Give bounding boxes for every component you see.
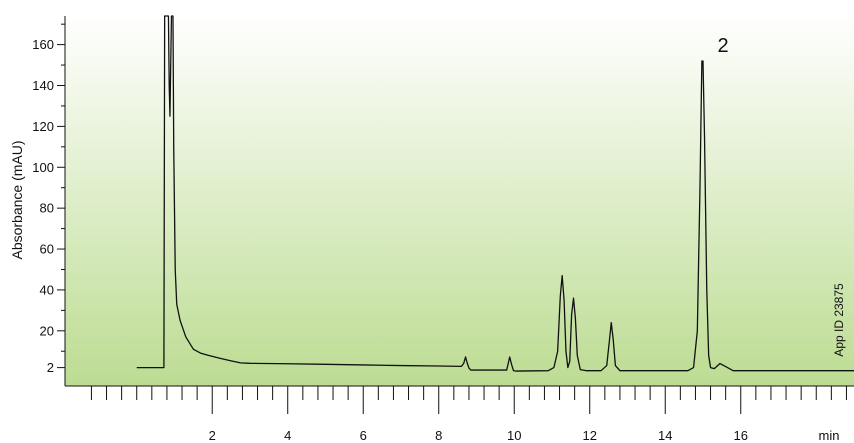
y-axis-title: Absorbance (mAU) — [9, 140, 25, 259]
x-tick-label: 4 — [284, 428, 291, 443]
y-tick-label: 100 — [32, 160, 54, 175]
y-tick-label: 160 — [32, 37, 54, 52]
peak-label-2: 2 — [717, 35, 728, 57]
y-tick-label: 60 — [40, 242, 54, 257]
x-tick-label: 14 — [658, 428, 672, 443]
y-tick-label: 40 — [40, 282, 54, 297]
x-tick-label: 2 — [209, 428, 216, 443]
y-tick-label: 80 — [40, 201, 54, 216]
x-tick-label: 6 — [360, 428, 367, 443]
x-tick-label: 12 — [583, 428, 597, 443]
series-layer — [136, 15, 854, 372]
y-axis: 2 20 40 60 80 100 120 140 160 — [32, 16, 66, 386]
series-line-0 — [136, 15, 854, 372]
y-tick-label: 2 — [47, 360, 54, 375]
x-axis: 2 4 6 8 10 12 14 16 — [65, 385, 854, 443]
y-tick-label: 120 — [32, 119, 54, 134]
app-id-watermark: App ID 23875 — [832, 283, 846, 357]
x-axis-title: min — [819, 428, 840, 443]
y-tick-label: 20 — [40, 323, 54, 338]
x-tick-label: 16 — [734, 428, 748, 443]
x-tick-label: 10 — [507, 428, 521, 443]
x-tick-label: 8 — [435, 428, 442, 443]
plot-background — [65, 16, 854, 386]
y-tick-label: 140 — [32, 78, 54, 93]
